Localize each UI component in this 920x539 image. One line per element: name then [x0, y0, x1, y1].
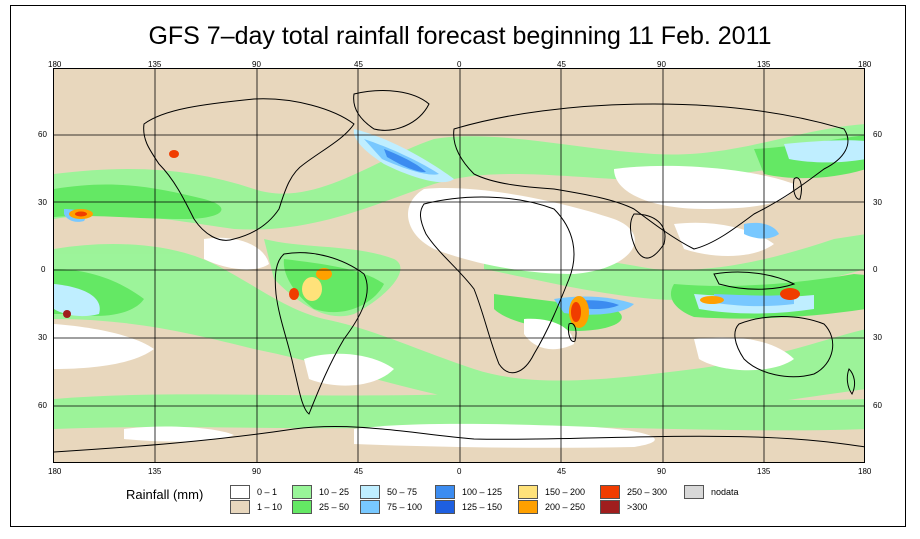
- legend-swatch-3: [292, 500, 312, 514]
- rain-extreme-spots: [63, 150, 800, 328]
- legend-swatch-7: [435, 500, 455, 514]
- lat-tick-left-0: 60: [38, 130, 47, 139]
- legend-label-5: 75 – 100: [387, 502, 423, 512]
- legend-label-1: 1 – 10: [257, 502, 283, 512]
- legend-label-9: 200 – 250: [545, 502, 586, 512]
- legend-label-6: 100 – 125: [462, 487, 503, 497]
- legend-label-8: 150 – 200: [545, 487, 586, 497]
- lon-tick-top-4: 0: [457, 60, 462, 69]
- lon-tick-top-2: 90: [252, 60, 261, 69]
- legend-swatch-1: [230, 500, 250, 514]
- legend-label-7: 125 – 150: [462, 502, 503, 512]
- legend-label-4: 50 – 75: [387, 487, 418, 497]
- legend-swatch-8: [518, 485, 538, 499]
- lat-tick-right-2: 0: [873, 265, 878, 274]
- lon-tick-bottom-6: 90: [657, 467, 666, 476]
- lon-tick-top-0: 180: [48, 60, 62, 69]
- figure-frame: [10, 5, 906, 527]
- lon-tick-top-6: 90: [657, 60, 666, 69]
- legend-swatch-4: [360, 485, 380, 499]
- legend-label-12: nodata: [711, 487, 739, 497]
- lon-tick-bottom-0: 180: [48, 467, 62, 476]
- lon-tick-bottom-4: 0: [457, 467, 462, 476]
- graticule: [54, 69, 864, 462]
- lat-tick-left-3: 30: [38, 333, 47, 342]
- lon-tick-top-1: 135: [148, 60, 162, 69]
- legend-swatch-10: [600, 485, 620, 499]
- legend-swatch-5: [360, 500, 380, 514]
- rainfall-map-canvas: [54, 69, 864, 462]
- lat-tick-right-3: 30: [873, 333, 882, 342]
- legend-title: Rainfall (mm): [126, 487, 204, 502]
- legend-label-10: 250 – 300: [627, 487, 668, 497]
- lon-tick-bottom-8: 180: [858, 467, 872, 476]
- legend-label-3: 25 – 50: [319, 502, 350, 512]
- lon-tick-bottom-2: 90: [252, 467, 261, 476]
- legend-label-0: 0 – 1: [257, 487, 278, 497]
- lon-tick-top-3: 45: [354, 60, 363, 69]
- lon-tick-top-5: 45: [557, 60, 566, 69]
- lat-tick-right-4: 60: [873, 401, 882, 410]
- legend-swatch-11: [600, 500, 620, 514]
- legend-swatch-9: [518, 500, 538, 514]
- rainfall-map: [53, 68, 865, 463]
- lon-tick-top-8: 180: [858, 60, 872, 69]
- lat-tick-left-4: 60: [38, 401, 47, 410]
- coastlines: [54, 90, 864, 453]
- lon-tick-bottom-7: 135: [757, 467, 771, 476]
- legend-swatch-2: [292, 485, 312, 499]
- legend-label-11: >300: [627, 502, 648, 512]
- lat-tick-left-2: 0: [41, 265, 46, 274]
- lon-tick-bottom-3: 45: [354, 467, 363, 476]
- lat-tick-right-0: 60: [873, 130, 882, 139]
- lat-tick-left-1: 30: [38, 198, 47, 207]
- dry-regions: [54, 165, 794, 448]
- lon-tick-bottom-5: 45: [557, 467, 566, 476]
- lon-tick-bottom-1: 135: [148, 467, 162, 476]
- legend-swatch-12: [684, 485, 704, 499]
- legend-label-2: 10 – 25: [319, 487, 350, 497]
- rain-band-light: [54, 124, 864, 431]
- lat-tick-right-1: 30: [873, 198, 882, 207]
- legend-swatch-0: [230, 485, 250, 499]
- map-title: GFS 7–day total rainfall forecast beginn…: [148, 22, 772, 50]
- lon-tick-top-7: 135: [757, 60, 771, 69]
- legend-swatch-6: [435, 485, 455, 499]
